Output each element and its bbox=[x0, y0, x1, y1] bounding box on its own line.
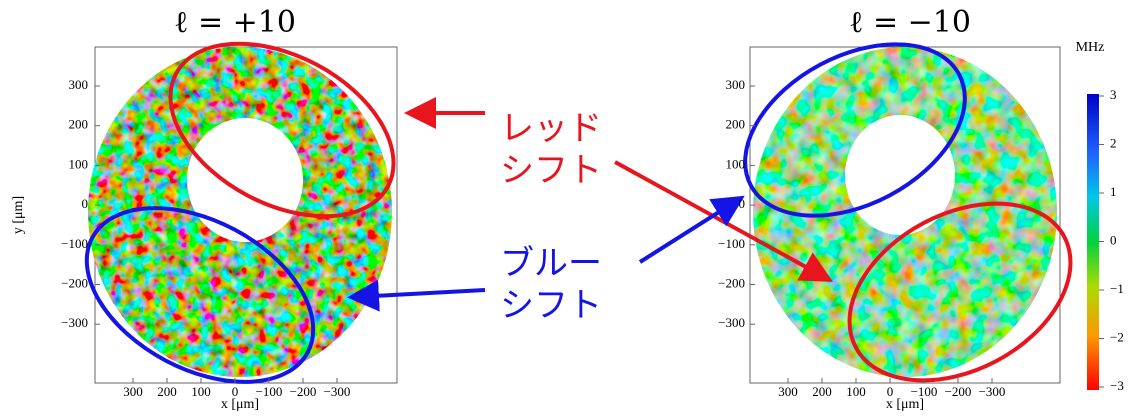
y-tick-label: 100 bbox=[726, 156, 746, 171]
panel-title: ℓ = +10 bbox=[174, 5, 296, 40]
y-tick-label: 100 bbox=[69, 156, 89, 171]
x-tick-label: 300 bbox=[778, 384, 798, 399]
x-tick-label: −100 bbox=[911, 384, 938, 399]
y-tick-label: −200 bbox=[718, 275, 745, 290]
annotation: ブルー bbox=[500, 244, 602, 284]
y-axis-label: y [μm] bbox=[11, 196, 26, 234]
x-tick-label: 200 bbox=[812, 384, 832, 399]
y-tick-label: 200 bbox=[69, 117, 89, 132]
x-tick-label: 100 bbox=[191, 384, 211, 399]
x-tick-label: −100 bbox=[256, 384, 283, 399]
y-tick-label: −200 bbox=[61, 275, 88, 290]
y-tick-label: 300 bbox=[69, 77, 89, 92]
y-tick-label: −100 bbox=[61, 236, 88, 251]
colorbar-tick-label: −2 bbox=[1110, 329, 1124, 344]
panel-title: ℓ = −10 bbox=[849, 5, 971, 40]
y-tick-label: −300 bbox=[718, 315, 745, 330]
y-tick-label: −300 bbox=[61, 315, 88, 330]
colorbar-tick-label: 0 bbox=[1110, 232, 1117, 247]
colorbar-tick-label: −1 bbox=[1110, 281, 1124, 296]
x-tick-label: −200 bbox=[290, 384, 317, 399]
colorbar bbox=[1087, 94, 1099, 390]
colorbar-tick-label: 1 bbox=[1110, 184, 1117, 199]
colorbar-tick-label: 2 bbox=[1110, 135, 1117, 150]
x-tick-label: −200 bbox=[945, 384, 972, 399]
y-tick-label: −100 bbox=[718, 236, 745, 251]
x-tick-label: 0 bbox=[887, 384, 894, 399]
colorbar-tick-label: 3 bbox=[1110, 87, 1117, 102]
annotation: レッド bbox=[500, 109, 602, 149]
y-tick-label: 300 bbox=[726, 77, 746, 92]
x-tick-label: −300 bbox=[324, 384, 351, 399]
y-tick-label: 200 bbox=[726, 117, 746, 132]
x-tick-label: −300 bbox=[979, 384, 1006, 399]
x-tick-label: 200 bbox=[157, 384, 177, 399]
x-tick-label: 300 bbox=[123, 384, 143, 399]
annotation: シフト bbox=[500, 286, 602, 326]
annotation: シフト bbox=[500, 151, 602, 191]
colorbar-unit: MHz bbox=[1076, 40, 1105, 55]
colorbar-tick-label: −3 bbox=[1110, 378, 1124, 393]
x-axis-label: x [μm] bbox=[221, 397, 259, 412]
x-axis-label: x [μm] bbox=[886, 397, 924, 412]
figure: レッド シフト ブルー シフト ℓ = +10 ℓ = −10 x [μm] x… bbox=[0, 0, 1140, 417]
x-tick-label: 0 bbox=[232, 384, 239, 399]
x-tick-label: 100 bbox=[846, 384, 866, 399]
y-tick-label: 0 bbox=[739, 196, 746, 211]
y-tick-label: 0 bbox=[82, 196, 89, 211]
arrow bbox=[640, 200, 738, 262]
